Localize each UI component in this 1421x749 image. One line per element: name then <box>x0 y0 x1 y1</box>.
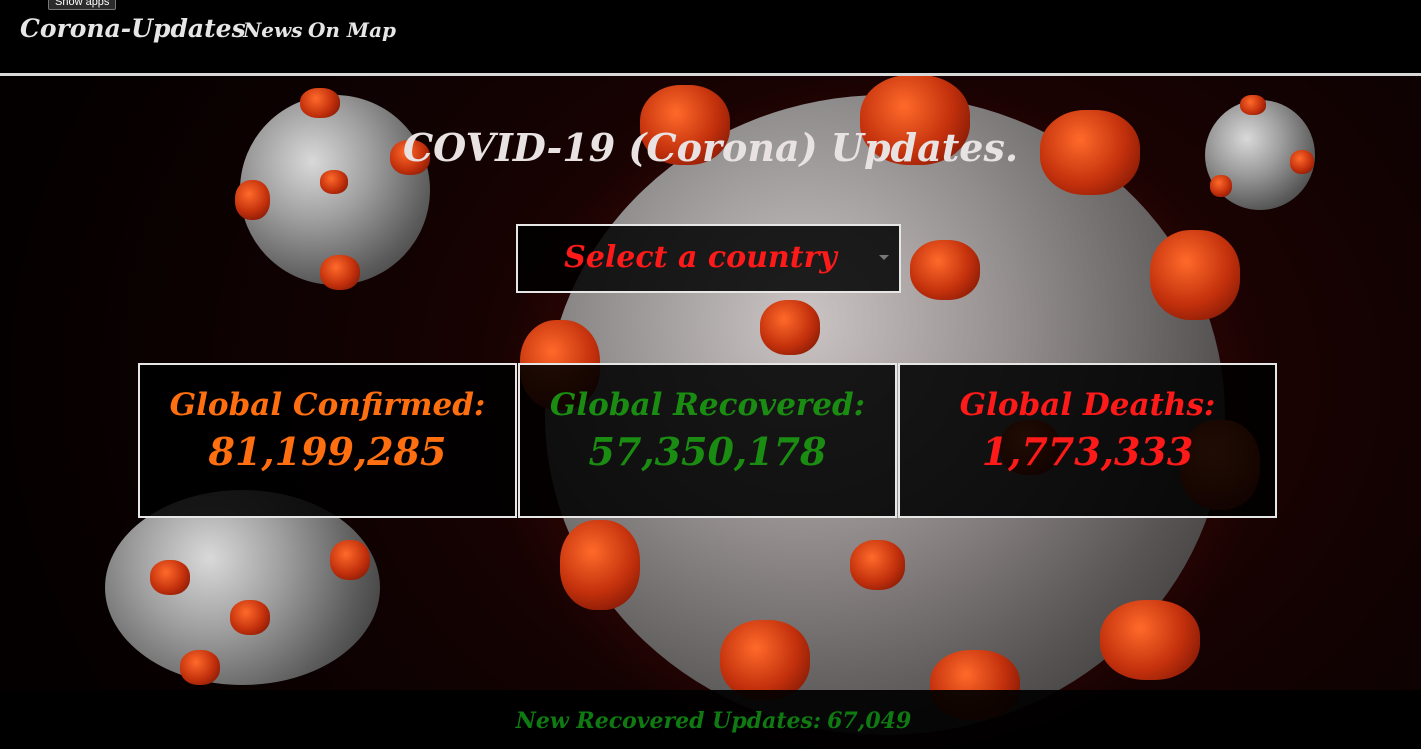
stat-value-recovered: 57,350,178 <box>588 429 827 474</box>
footer-ticker: New Recovered Updates: 67,049 <box>0 690 1421 749</box>
stat-card-recovered: Global Recovered: 57,350,178 <box>518 363 897 518</box>
footer-ticker-label: New Recovered Updates: <box>515 708 822 734</box>
footer-ticker-text: New Recovered Updates: 67,049 <box>0 708 1421 734</box>
stat-label-deaths: Global Deaths: <box>959 387 1216 423</box>
footer-ticker-value: 67,049 <box>827 708 912 734</box>
country-select-placeholder: Select a country <box>564 240 837 275</box>
stat-label-confirmed: Global Confirmed: <box>169 387 486 423</box>
country-select[interactable]: Select a country <box>516 224 901 293</box>
nav-link-on-map[interactable]: On Map <box>308 18 397 42</box>
brand-logo[interactable]: Corona-Updates <box>20 14 246 43</box>
stat-value-confirmed: 81,199,285 <box>208 429 447 474</box>
nav-link-news[interactable]: News <box>243 18 303 42</box>
navbar: Corona-Updates News On Map <box>0 0 1421 76</box>
stat-card-confirmed: Global Confirmed: 81,199,285 <box>138 363 517 518</box>
stat-card-deaths: Global Deaths: 1,773,333 <box>898 363 1277 518</box>
stat-label-recovered: Global Recovered: <box>549 387 866 423</box>
show-apps-tooltip: Show apps <box>48 0 117 10</box>
page-title: COVID-19 (Corona) Updates. <box>402 125 1019 170</box>
stat-value-deaths: 1,773,333 <box>981 429 1194 474</box>
chevron-down-icon <box>879 255 889 260</box>
